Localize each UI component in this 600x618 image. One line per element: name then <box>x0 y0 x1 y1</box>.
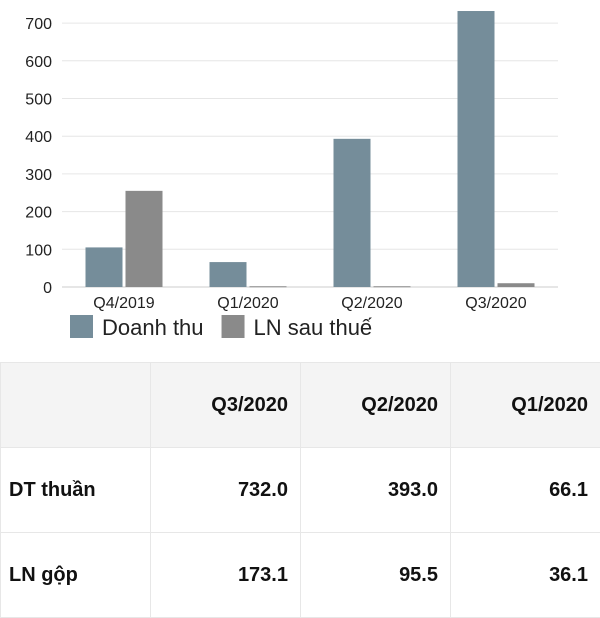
y-tick-label: 300 <box>25 167 52 184</box>
x-tick-label: Q4/2019 <box>93 295 154 312</box>
legend-label: LN sau thuế <box>254 315 373 340</box>
y-tick-label: 600 <box>25 54 52 71</box>
y-tick-label: 0 <box>43 280 52 297</box>
bar <box>374 286 411 287</box>
x-tick-label: Q3/2020 <box>465 295 526 312</box>
table-header-row: Q3/2020 Q2/2020 Q1/2020 <box>1 363 600 448</box>
bar <box>250 286 287 287</box>
table-row: DT thuần 732.0 393.0 66.1 <box>1 448 600 533</box>
table-header-cell: Q3/2020 <box>151 363 301 448</box>
table-cell: 95.5 <box>301 533 451 618</box>
bar <box>498 283 535 287</box>
legend-label: Doanh thu <box>102 315 204 340</box>
y-tick-label: 200 <box>25 205 52 222</box>
y-tick-label: 100 <box>25 242 52 259</box>
row-label: DT thuần <box>1 448 151 533</box>
table-cell: 393.0 <box>301 448 451 533</box>
y-tick-label: 400 <box>25 129 52 146</box>
row-label: LN gộp <box>1 533 151 618</box>
table-header-cell <box>1 363 151 448</box>
table-header-cell: Q2/2020 <box>301 363 451 448</box>
legend-swatch <box>222 315 245 338</box>
table-cell: 732.0 <box>151 448 301 533</box>
x-tick-label: Q1/2020 <box>217 295 278 312</box>
legend-swatch <box>70 315 93 338</box>
bar <box>126 191 163 287</box>
y-tick-label: 700 <box>25 16 52 33</box>
financial-table: Q3/2020 Q2/2020 Q1/2020 DT thuần 732.0 3… <box>0 362 600 618</box>
bar-chart: 0 100 200 300 400 500 600 700 Q4/2019 Q1/2020 Q2/… <box>0 0 600 345</box>
bar <box>86 247 123 287</box>
table-cell: 66.1 <box>451 448 600 533</box>
table-cell: 173.1 <box>151 533 301 618</box>
x-tick-label: Q2/2020 <box>341 295 402 312</box>
chart-canvas: 0 100 200 300 400 500 600 700 Q4/2019 Q1/2020 Q2/… <box>0 0 600 345</box>
table-header-cell: Q1/2020 <box>451 363 600 448</box>
bar <box>458 11 495 287</box>
table-row: LN gộp 173.1 95.5 36.1 <box>1 533 600 618</box>
bar <box>334 139 371 287</box>
bar <box>210 262 247 287</box>
table-cell: 36.1 <box>451 533 600 618</box>
y-tick-label: 500 <box>25 91 52 108</box>
